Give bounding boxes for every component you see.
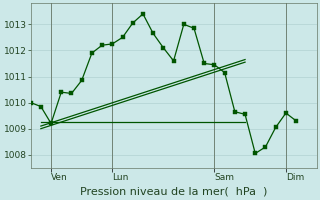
X-axis label: Pression niveau de la mer(  hPa  ): Pression niveau de la mer( hPa ) (80, 187, 267, 197)
